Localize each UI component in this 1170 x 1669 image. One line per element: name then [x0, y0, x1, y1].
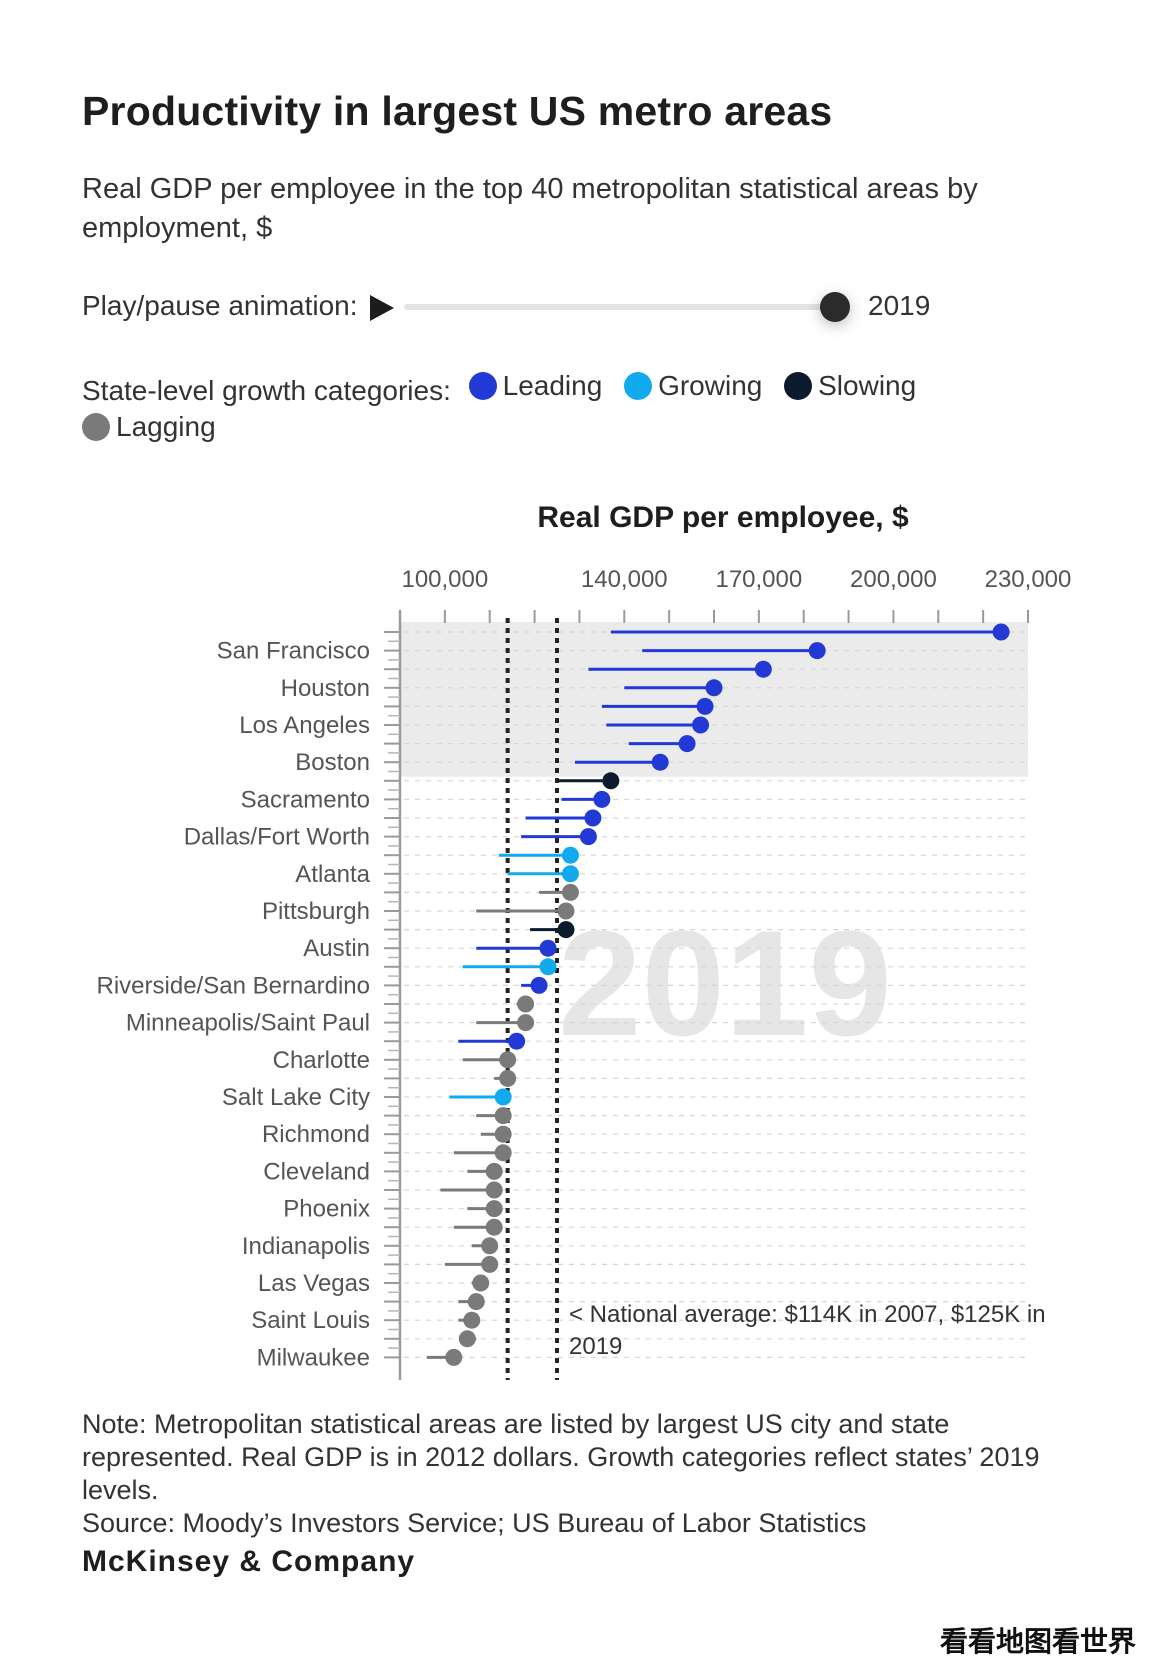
dumbbell-dot: [696, 697, 714, 715]
legend-dot-growing: [624, 372, 653, 400]
dumbbell-dot: [485, 1218, 503, 1236]
legend: State-level growth categories: Leading G…: [82, 368, 982, 450]
row-label: Salt Lake City: [222, 1084, 370, 1111]
row-label: Charlotte: [273, 1047, 370, 1074]
dumbbell-dot: [499, 1051, 517, 1069]
year-slider-value: 2019: [868, 290, 931, 321]
legend-text-slowing: Slowing: [818, 370, 917, 401]
row-label: Las Vegas: [258, 1270, 370, 1297]
row-label: Milwaukee: [257, 1344, 370, 1371]
dumbbell-dot: [494, 1088, 512, 1106]
dumbbell-dot: [557, 902, 575, 920]
dumbbell-dot: [678, 735, 696, 753]
legend-item-slowing[interactable]: Slowing: [784, 368, 916, 404]
dumbbell-dot: [530, 976, 548, 994]
x-tick-label: 140,000: [581, 566, 668, 593]
dumbbell-chart: Real GDP per employee, $ 2019 100,000 140,0…: [97, 501, 1072, 1380]
row-label: Cleveland: [263, 1158, 370, 1185]
dumbbell-dot: [561, 883, 579, 901]
legend-label: State-level growth categories:: [82, 375, 451, 406]
dumbbell-dot: [992, 623, 1010, 641]
dumbbell-dot: [494, 1144, 512, 1162]
animation-controls: Play/pause animation: 2019: [82, 290, 982, 326]
dumbbell-dot: [458, 1330, 476, 1348]
dumbbell-dot: [561, 865, 579, 883]
chart-subtitle: Real GDP per employee in the top 40 metr…: [82, 173, 978, 244]
row-label: Riverside/San Bernardino: [97, 972, 370, 999]
year-slider-thumb[interactable]: [820, 292, 850, 322]
row-label: Pittsburgh: [262, 898, 370, 925]
dumbbell-dot: [494, 1107, 512, 1125]
dumbbell-dot: [517, 995, 535, 1013]
row-label: Boston: [295, 749, 370, 776]
row-label: Austin: [303, 935, 370, 962]
row-label: Richmond: [262, 1121, 370, 1148]
dumbbell-dot: [508, 1032, 526, 1050]
row-label: Phoenix: [283, 1196, 370, 1223]
dumbbell-dot: [692, 716, 710, 734]
legend-dot-slowing: [784, 372, 813, 400]
dumbbell-dot: [602, 772, 620, 790]
dumbbell-dot: [584, 809, 602, 827]
dumbbell-dot: [754, 660, 772, 678]
x-tick-label: 230,000: [985, 566, 1072, 593]
dumbbell-dot: [499, 1069, 517, 1087]
dumbbell-dot: [517, 1014, 535, 1032]
dumbbell-dot: [539, 939, 557, 957]
x-tick-label: 170,000: [715, 566, 802, 593]
row-label: Saint Louis: [251, 1307, 370, 1334]
footer-source: Source: Moody’s Investors Service; US Bu…: [82, 1508, 867, 1538]
dumbbell-dot: [539, 958, 557, 976]
dumbbell-dot: [494, 1125, 512, 1143]
background-year: 2019: [558, 899, 892, 1067]
dumbbell-dot: [579, 828, 597, 846]
dumbbell-dot: [467, 1293, 485, 1311]
dumbbell-dot: [485, 1162, 503, 1180]
dumbbell-dot: [561, 846, 579, 864]
x-tick-label: 200,000: [850, 566, 937, 593]
row-label: Atlanta: [295, 861, 370, 888]
brand-logo: McKinsey & Company: [82, 1545, 416, 1578]
watermark: 看看地图看世界: [940, 1626, 1137, 1657]
legend-text-lagging: Lagging: [116, 411, 216, 442]
dumbbell-dot: [445, 1348, 463, 1366]
highlight-band: [400, 622, 1028, 777]
row-label: Houston: [281, 675, 370, 702]
legend-dot-lagging: [82, 413, 110, 441]
dumbbell-dot: [593, 790, 611, 808]
x-tick-label: 100,000: [401, 566, 488, 593]
play-icon[interactable]: [370, 295, 394, 321]
dumbbell-dot: [651, 753, 669, 771]
dumbbell-dot: [808, 642, 826, 660]
dumbbell-dot: [485, 1200, 503, 1218]
dumbbell-dot: [481, 1237, 499, 1255]
row-label: San Francisco: [217, 638, 370, 665]
legend-item-growing[interactable]: Growing: [624, 368, 762, 404]
dumbbell-dot: [472, 1274, 490, 1292]
axis-title: Real GDP per employee, $: [537, 501, 909, 534]
row-label: Minneapolis/Saint Paul: [126, 1010, 370, 1037]
row-label: Dallas/Fort Worth: [184, 824, 370, 851]
national-average-annotation: < National average: $114K in 2007, $125K…: [569, 1301, 1046, 1360]
dumbbell-dot: [557, 921, 575, 939]
dumbbell-dot: [485, 1181, 503, 1199]
animation-label: Play/pause animation:: [82, 290, 358, 321]
dumbbell-dot: [481, 1255, 499, 1273]
chart-title: Productivity in largest US metro areas: [82, 88, 833, 134]
legend-item-lagging[interactable]: Lagging: [82, 409, 216, 445]
row-label: Los Angeles: [239, 712, 370, 739]
year-slider-track[interactable]: [404, 304, 834, 310]
legend-text-leading: Leading: [502, 370, 603, 401]
row-label: Sacramento: [241, 786, 370, 813]
legend-item-leading[interactable]: Leading: [468, 368, 603, 404]
legend-text-growing: Growing: [658, 370, 763, 401]
footer: Note: Metropolitan statistical areas are…: [82, 1408, 1102, 1540]
legend-dot-leading: [468, 372, 497, 400]
footer-note: Note: Metropolitan statistical areas are…: [82, 1409, 1040, 1505]
row-label: Indianapolis: [242, 1233, 370, 1260]
dumbbell-dot: [463, 1311, 481, 1329]
dumbbell-dot: [705, 679, 723, 697]
